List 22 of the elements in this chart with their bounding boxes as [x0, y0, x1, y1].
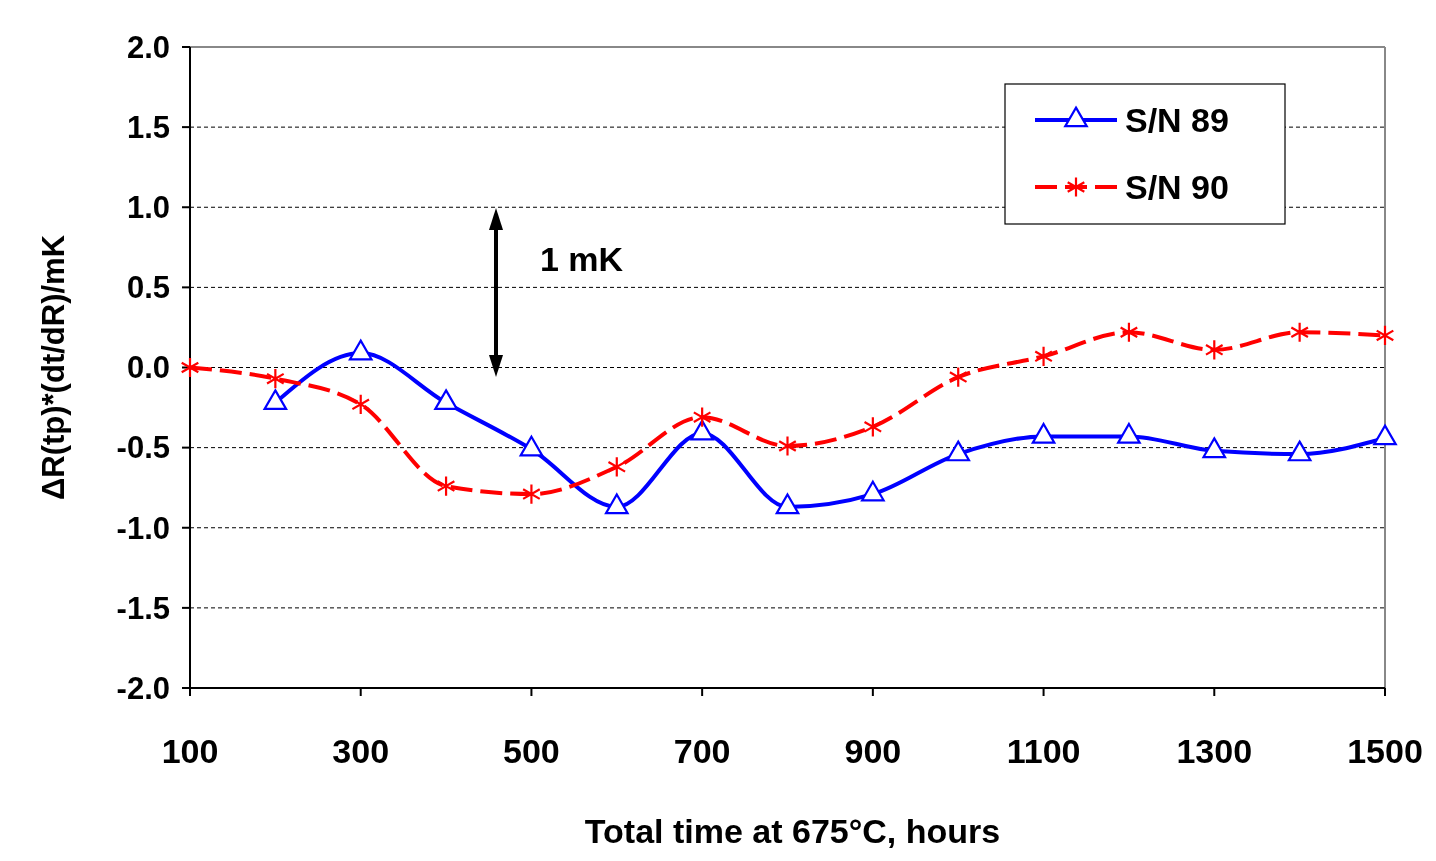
y-tick-label: -1.5: [116, 590, 170, 626]
legend-label: S/N 89: [1125, 100, 1229, 139]
y-tick-label: 1.0: [126, 190, 170, 226]
y-tick-label: -2.0: [116, 670, 170, 706]
x-tick-label: 1500: [1347, 732, 1423, 770]
y-tick-label: -1.0: [116, 510, 170, 546]
legend-label: S/N 90: [1125, 167, 1229, 206]
x-axis-title: Total time at 675°C, hours: [584, 812, 1001, 850]
x-tick-label: 700: [673, 732, 731, 770]
x-tick-label: 1100: [1006, 732, 1081, 770]
annotation: 1 mK: [540, 239, 624, 278]
y-tick-label: 0.5: [126, 270, 170, 306]
y-axis-title: ΔR(tp)*(dt/dR)/mK: [36, 234, 71, 501]
x-tick-label: 1300: [1176, 732, 1253, 770]
x-tick-label: 300: [332, 732, 390, 770]
x-tick-label: 100: [161, 732, 219, 770]
y-tick-label: 0.0: [126, 350, 170, 386]
y-tick-label: 1.5: [126, 109, 170, 145]
x-tick-label: 500: [503, 732, 560, 770]
x-tick-label: 900: [844, 732, 902, 770]
y-tick-label: -0.5: [116, 430, 170, 466]
y-tick-label: 2.0: [126, 29, 170, 65]
